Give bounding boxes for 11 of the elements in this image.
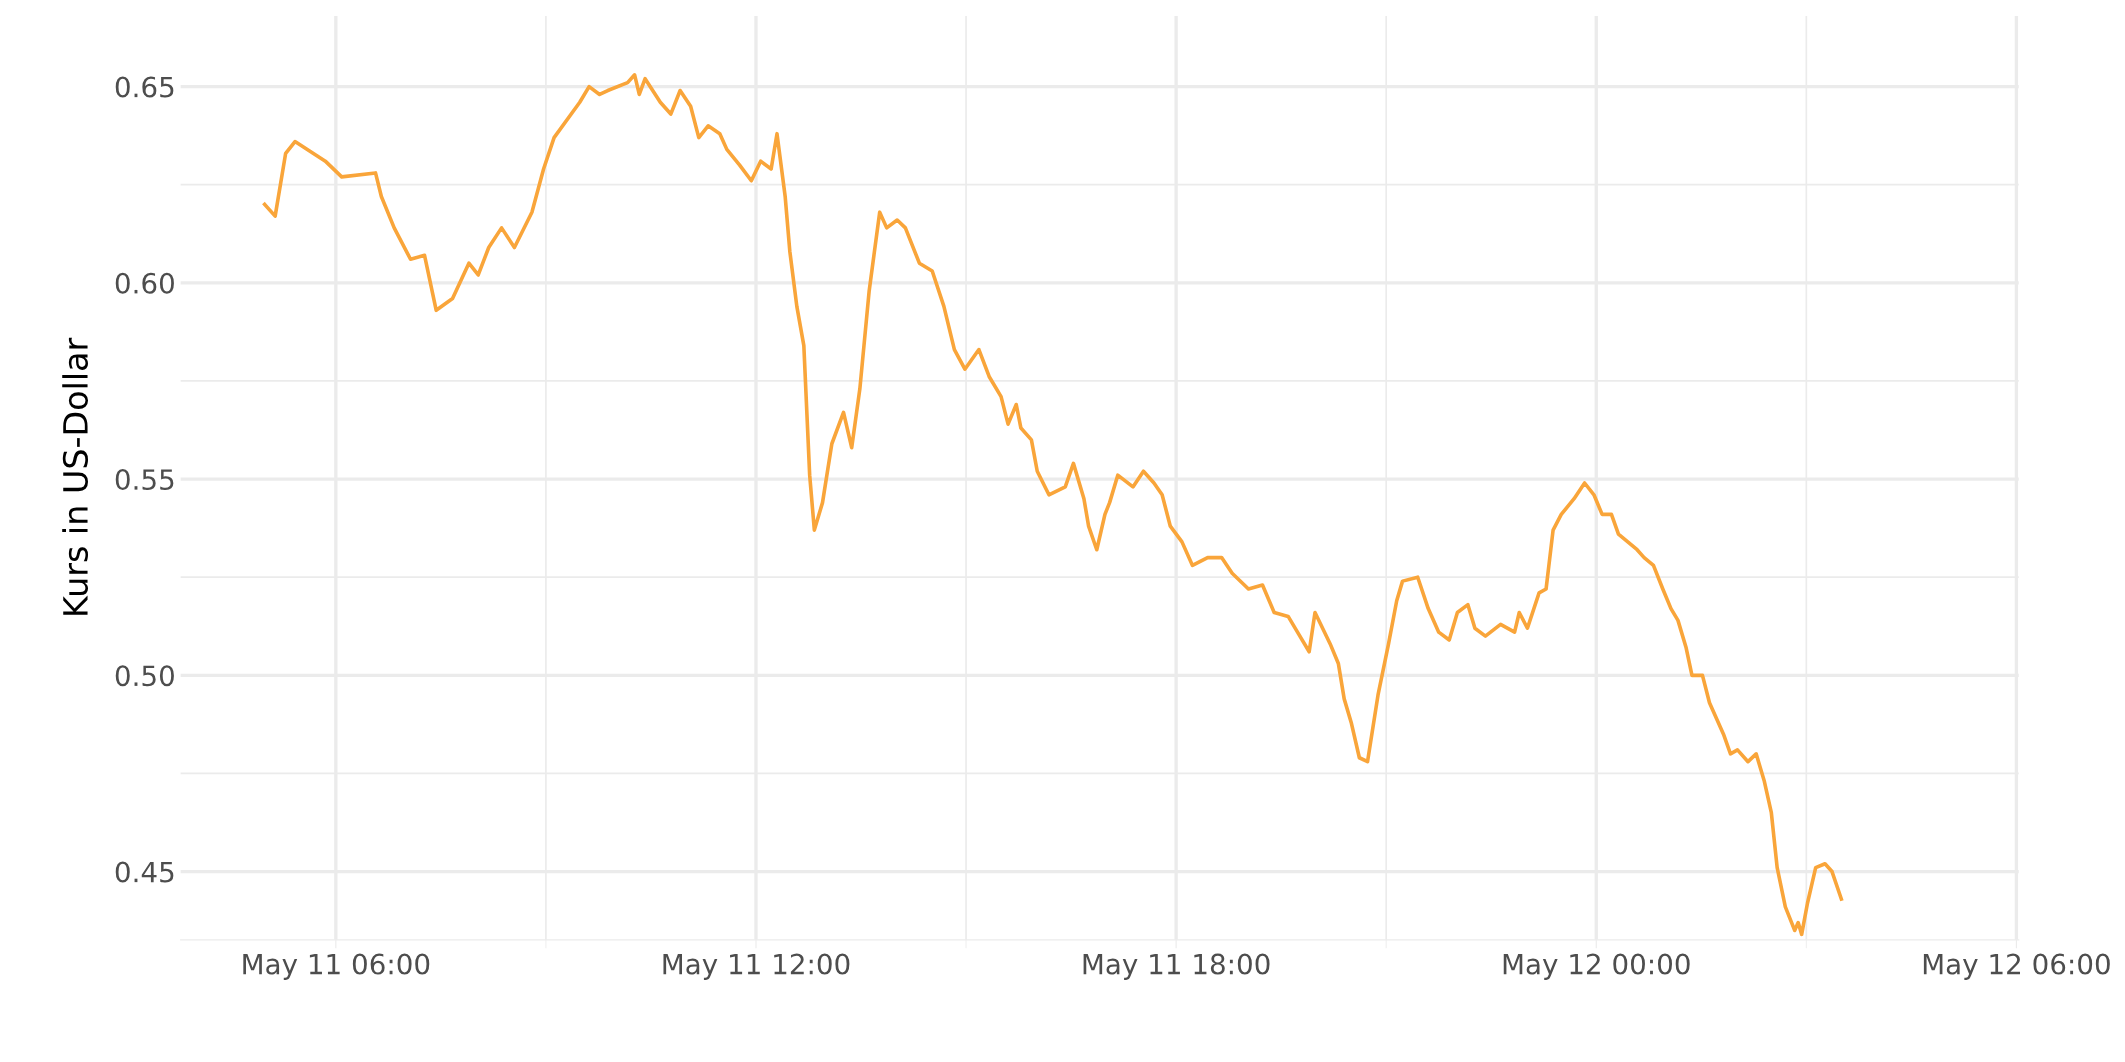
x-tick-label: May 12 06:00 [1923,953,2110,980]
x-tick-label: May 11 18:00 [1083,953,1270,980]
y-tick-label: 0.50 [115,665,174,687]
y-axis-title: Kurs in US-Dollar [62,337,89,615]
y-tick-label: 0.60 [115,272,174,294]
x-tick-label: May 12 00:00 [1503,953,1690,980]
x-tick-label: May 11 06:00 [243,953,430,980]
y-tick-label: 0.55 [115,469,174,491]
y-tick-label: 0.65 [115,76,174,98]
y-tick-label: 0.45 [115,861,174,883]
x-tick-label: May 11 12:00 [663,953,850,980]
